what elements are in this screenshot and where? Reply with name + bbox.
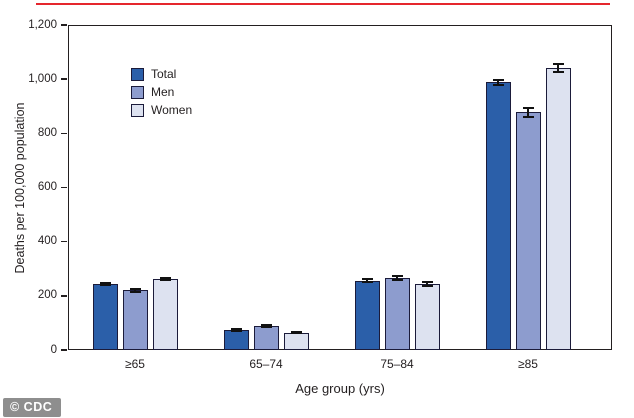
error-bar-cap (391, 275, 403, 278)
error-bar-cap (391, 279, 403, 282)
error-bar-cap (522, 106, 534, 109)
error-bar-cap (230, 329, 242, 332)
y-tick-label: 1,000 (28, 72, 57, 85)
error-bar-cap (230, 328, 242, 331)
error-bar-cap (492, 83, 504, 86)
y-tick-mark (61, 295, 67, 297)
y-tick-label: 800 (37, 126, 57, 139)
error-bar-cap (129, 290, 141, 293)
error-bar-cap (421, 280, 433, 283)
error-bar (527, 107, 529, 117)
error-bar-cap (361, 281, 373, 284)
error-bar-cap (290, 330, 302, 333)
legend-swatch (131, 103, 144, 117)
error-bar (557, 64, 559, 72)
y-tick-label: 200 (37, 289, 57, 302)
legend-item-total: Total (131, 65, 192, 83)
bar-total-1 (223, 329, 249, 350)
bar-total-2 (354, 280, 380, 350)
error-bar-cap (129, 288, 141, 291)
y-tick-mark (61, 24, 67, 26)
bar-men-3 (515, 112, 541, 350)
error-bar (366, 279, 368, 283)
error-bar-cap (159, 279, 171, 282)
bar-women-1 (283, 332, 309, 350)
x-tick-label: ≥65 (125, 357, 145, 371)
error-bar (497, 80, 499, 85)
y-tick-label: 400 (37, 235, 57, 248)
y-tick-label: 1,200 (28, 18, 57, 31)
bar-total-3 (485, 82, 511, 350)
bar-men-2 (384, 278, 410, 350)
error-bar (104, 282, 106, 285)
y-tick-mark (61, 186, 67, 189)
error-bar-cap (290, 332, 302, 335)
legend-item-women: Women (131, 101, 192, 119)
error-bar-cap (99, 281, 111, 284)
error-bar-cap (552, 63, 564, 65)
error-bar-cap (361, 278, 373, 281)
error-bar (265, 325, 267, 328)
y-tick-mark (61, 132, 67, 135)
error-bar (164, 277, 166, 281)
bar-women-2 (414, 283, 440, 350)
bar-men-1 (253, 326, 279, 350)
error-bar-cap (159, 276, 171, 279)
legend-label: Total (151, 67, 177, 81)
legend-swatch (131, 85, 144, 99)
legend-label: Men (151, 85, 175, 99)
bar-women-3 (545, 67, 571, 350)
error-bar-cap (552, 70, 564, 73)
x-axis-title: Age group (yrs) (295, 381, 385, 396)
error-bar (396, 276, 398, 281)
top-red-rule (36, 3, 610, 5)
error-bar (426, 281, 428, 286)
bar-women-0 (152, 279, 178, 350)
error-bar (134, 289, 136, 292)
y-tick-label: 600 (37, 181, 57, 193)
x-tick-label: 75–84 (380, 357, 414, 371)
error-bar-cap (492, 79, 504, 82)
y-tick-label: 0 (50, 343, 57, 356)
error-bar-cap (99, 283, 111, 286)
legend: Total Men Women (131, 65, 192, 119)
legend-swatch (131, 67, 144, 81)
error-bar-cap (260, 326, 272, 329)
y-tick-mark (61, 240, 67, 243)
legend-item-men: Men (131, 83, 192, 101)
error-bar-cap (260, 324, 272, 327)
error-bar-cap (522, 115, 534, 118)
error-bar-cap (421, 284, 433, 287)
x-tick-label: ≥85 (518, 357, 538, 371)
bar-total-0 (92, 283, 118, 350)
cdc-watermark: © CDC (3, 398, 62, 417)
y-tick-mark (61, 78, 67, 80)
legend-label: Women (151, 103, 193, 117)
y-tick-mark (61, 349, 67, 351)
bar-men-0 (122, 290, 148, 350)
x-tick-label: 65–74 (249, 357, 283, 371)
